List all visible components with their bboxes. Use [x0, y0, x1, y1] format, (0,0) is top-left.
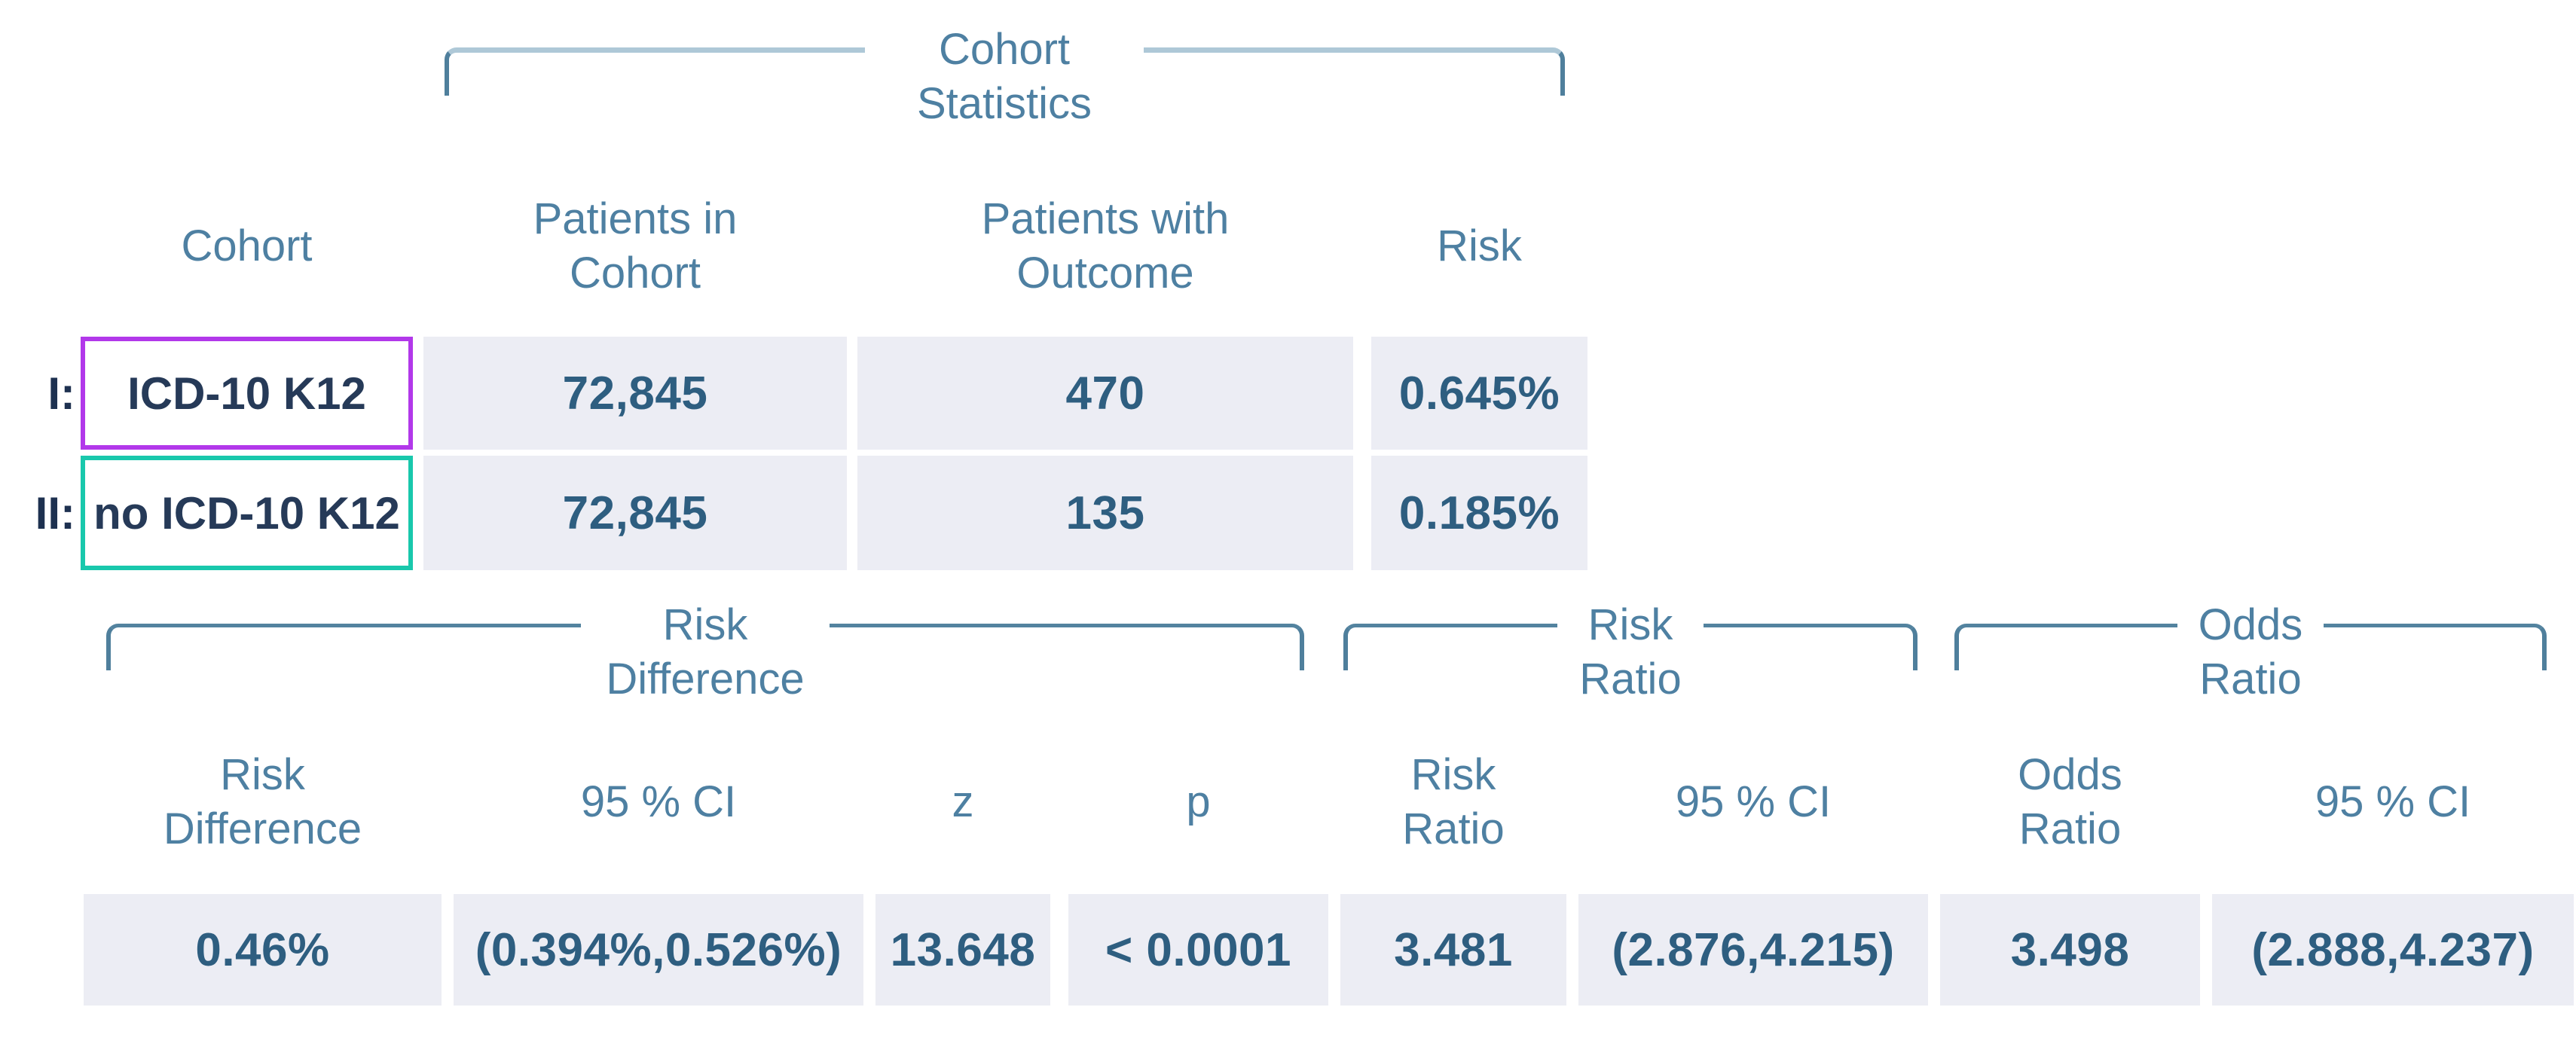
risk-ratio-ci-value: (2.876,4.215): [1578, 894, 1928, 1006]
patients-in-cohort-value-2: 72,845: [423, 456, 847, 570]
odds-ratio-value: 3.498: [1940, 894, 2200, 1006]
cohort-statistics-label-line2: Statistics: [916, 79, 1092, 128]
cohort-row-label-2: II:: [35, 487, 75, 539]
p-value: < 0.0001: [1068, 894, 1328, 1006]
col-header-risk-difference-line2: Difference: [163, 804, 362, 853]
col-header-cohort-line1: Cohort: [181, 221, 313, 270]
col-header-risk-difference: Risk Difference: [84, 748, 442, 856]
col-header-z: z: [875, 748, 1050, 856]
col-header-risk: Risk: [1371, 192, 1587, 301]
col-header-patients-with-outcome-line2: Outcome: [1016, 249, 1194, 298]
risk-difference-label-line2: Difference: [606, 655, 805, 703]
cohort-row-label-1: I:: [47, 368, 75, 419]
col-header-odds-ratio: Odds Ratio: [1940, 748, 2200, 856]
col-header-patients-with-outcome: Patients with Outcome: [857, 192, 1353, 301]
odds-ratio-label-line1: Odds: [2198, 600, 2303, 649]
col-header-risk-difference-ci: 95 % CI: [454, 748, 863, 856]
risk-value-1: 0.645%: [1371, 337, 1587, 450]
col-header-patients-with-outcome-line1: Patients with: [981, 194, 1230, 243]
col-header-risk-difference-line1: Risk: [220, 750, 305, 799]
patients-with-outcome-value-2: 135: [857, 456, 1353, 570]
col-header-patients-in-cohort-line1: Patients in: [533, 194, 738, 243]
risk-ratio-group-label: Risk Ratio: [1557, 598, 1704, 707]
cohort-1-box[interactable]: ICD-10 K12: [81, 337, 413, 450]
col-header-risk-ratio-ci: 95 % CI: [1578, 748, 1928, 856]
z-value: 13.648: [875, 894, 1050, 1006]
risk-ratio-value: 3.481: [1340, 894, 1566, 1006]
col-header-odds-ratio-ci-line1: 95 % CI: [2315, 777, 2471, 826]
col-header-odds-ratio-line1: Odds: [2018, 750, 2122, 799]
odds-ratio-label-line2: Ratio: [2199, 655, 2302, 703]
col-header-risk-difference-ci-line1: 95 % CI: [580, 777, 737, 826]
cohort-2-name: no ICD-10 K12: [93, 487, 400, 539]
patients-with-outcome-value-1: 470: [857, 337, 1353, 450]
patients-in-cohort-value-1: 72,845: [423, 337, 847, 450]
cohort-statistics-label-line1: Cohort: [938, 25, 1071, 74]
risk-ratio-label-line2: Ratio: [1579, 655, 1682, 703]
col-header-risk-ratio-line1: Risk: [1410, 750, 1496, 799]
col-header-risk-ratio: Risk Ratio: [1340, 748, 1566, 856]
odds-ratio-group-label: Odds Ratio: [2177, 598, 2324, 707]
col-header-z-line1: z: [952, 777, 974, 826]
col-header-p-line1: p: [1186, 777, 1211, 826]
cohort-statistics-group-label: Cohort Statistics: [865, 23, 1144, 131]
col-header-odds-ratio-ci: 95 % CI: [2212, 748, 2574, 856]
risk-difference-value: 0.46%: [84, 894, 442, 1006]
col-header-p: p: [1068, 748, 1328, 856]
risk-ratio-label-line1: Risk: [1587, 600, 1673, 649]
col-header-cohort: Cohort: [81, 192, 413, 301]
cohort-1-name: ICD-10 K12: [127, 368, 366, 419]
col-header-risk-ratio-ci-line1: 95 % CI: [1675, 777, 1832, 826]
odds-ratio-ci-value: (2.888,4.237): [2212, 894, 2574, 1006]
col-header-patients-in-cohort-line2: Cohort: [569, 249, 701, 298]
col-header-risk-line1: Risk: [1437, 221, 1522, 270]
risk-difference-label-line1: Risk: [662, 600, 748, 649]
risk-difference-ci-value: (0.394%,0.526%): [454, 894, 863, 1006]
cohort-2-box[interactable]: no ICD-10 K12: [81, 456, 413, 570]
col-header-patients-in-cohort: Patients in Cohort: [423, 192, 847, 301]
col-header-risk-ratio-line2: Ratio: [1402, 804, 1505, 853]
risk-difference-group-label: Risk Difference: [581, 598, 830, 707]
risk-value-2: 0.185%: [1371, 456, 1587, 570]
col-header-odds-ratio-line2: Ratio: [2018, 804, 2122, 853]
